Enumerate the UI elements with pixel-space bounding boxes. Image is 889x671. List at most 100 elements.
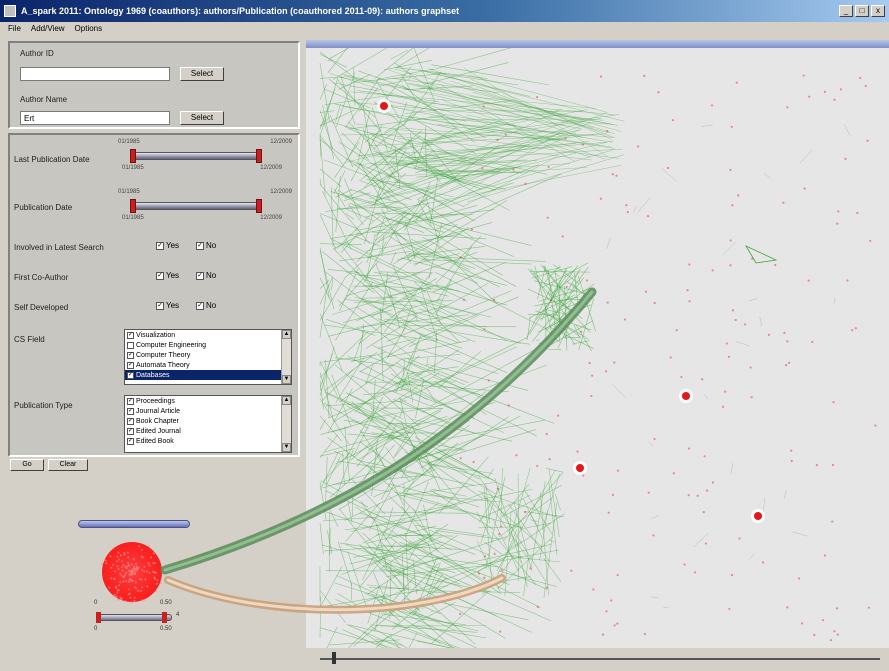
go-button[interactable]: Go [10,459,44,471]
publication-type-item[interactable]: ✓ Journal Article [125,406,291,416]
publication-type-item[interactable]: ✓ Edited Journal [125,426,291,436]
publication-type-item-box[interactable]: ✓ [127,427,134,435]
publication-date-bottom-left: 01/1985 [122,215,144,221]
menu-file[interactable]: File [8,24,21,33]
overview-slider-extra: 4 [176,612,180,618]
app-icon [4,5,16,17]
publication-date-track [130,202,262,210]
publication-date-bottom-right: 12/2009 [260,215,282,221]
publication-type-scrollbar[interactable]: ▲ ▼ [281,396,291,452]
publication-date-min-handle[interactable] [130,199,136,213]
overview-zoom-bar[interactable] [78,520,190,528]
publication-date-range-slider[interactable]: 01/1985 12/2009 01/1985 12/2009 [118,189,292,221]
highlight-node [576,464,584,472]
window-title: A_spark 2011: Ontology 1969 (coauthors):… [21,6,460,16]
highlight-node [380,102,388,110]
publication-type-label: Publication Type [14,401,73,410]
publication-type-item[interactable]: ✓ Book Chapter [125,416,291,426]
overview-slider-max-handle[interactable] [162,612,167,623]
cs-field-item-box[interactable]: ✓ [127,331,134,339]
self-developed-yes-checkbox[interactable]: ✓ Yes [156,301,179,310]
cs-field-item-box[interactable] [127,341,134,349]
last-publication-label: Last Publication Date [14,155,90,164]
first-coauthor-no-box[interactable]: ✓ [196,271,204,280]
publication-type-listbox[interactable]: ✓ Proceedings ✓ Journal Article ✓ Book Chap… [124,395,292,453]
publication-type-item-box[interactable]: ✓ [127,407,134,415]
scroll-down-icon[interactable]: ▼ [282,375,291,384]
last-publication-range-slider[interactable]: 01/1985 12/2009 01/1985 12/2009 [118,139,292,171]
overview-cluster [101,542,162,604]
publication-type-item-box[interactable]: ✓ [127,397,134,405]
cs-field-item-box[interactable]: ✓ [127,371,134,379]
author-id-select-button[interactable]: Select [180,67,224,81]
first-coauthor-yes-checkbox[interactable]: ✓ Yes [156,271,179,280]
cs-field-item-label: Automata Theory [136,361,190,369]
graph-horizontal-scrollbar[interactable] [320,652,880,664]
menu-add-view[interactable]: Add/View [30,24,65,33]
menu-options[interactable]: Options [74,24,103,33]
involved-search-yes-checkbox[interactable]: ✓ Yes [156,241,179,250]
cs-field-item[interactable]: ✓ Visualization [125,330,291,340]
cs-field-scrollbar[interactable]: ▲ ▼ [281,330,291,384]
publication-type-item[interactable]: ✓ Proceedings [125,396,291,406]
overview-slider-min-handle[interactable] [96,612,101,623]
scrollbar-track [320,658,880,660]
first-coauthor-yes-box[interactable]: ✓ [156,271,164,280]
publication-date-label: Publication Date [14,203,73,212]
cs-field-item-box[interactable]: ✓ [127,361,134,369]
overview-slider-left-bottom: 0 [94,626,98,632]
clear-button[interactable]: Clear [48,459,88,471]
graph-canvas[interactable] [306,19,889,671]
publication-type-item-box[interactable]: ✓ [127,417,134,425]
cs-field-item[interactable]: Computer Engineering [125,340,291,350]
publication-date-top-right: 12/2009 [270,189,292,195]
overview-slider-right-top: 0.50 [160,600,172,606]
self-developed-yes-box[interactable]: ✓ [156,301,164,310]
cs-field-item-selected[interactable]: ✓ Databases [125,370,291,380]
canvas-header-strip [306,40,889,48]
minimize-button[interactable]: _ [839,5,853,17]
first-coauthor-no-checkbox[interactable]: ✓ No [196,271,216,280]
author-name-input[interactable] [20,111,170,125]
self-developed-no-checkbox[interactable]: ✓ No [196,301,216,310]
last-publication-max-handle[interactable] [256,149,262,163]
author-id-input[interactable] [20,67,170,81]
cs-field-label: CS Field [14,335,45,344]
first-coauthor-label: First Co-Author [14,273,69,282]
self-developed-label: Self Developed [14,303,69,312]
self-developed-no-label: No [206,301,217,310]
cs-field-item[interactable]: ✓ Computer Theory [125,350,291,360]
highlight-node [754,512,762,520]
last-publication-bottom-right: 12/2009 [260,165,282,171]
network-graph[interactable] [306,19,889,671]
publication-type-item-box[interactable]: ✓ [127,437,134,445]
involved-search-no-checkbox[interactable]: ✓ No [196,241,216,250]
involved-search-no-box[interactable]: ✓ [196,241,204,250]
title-bar: A_spark 2011: Ontology 1969 (coauthors):… [0,0,889,22]
cs-field-item-label: Computer Engineering [136,341,207,349]
involved-search-yes-box[interactable]: ✓ [156,241,164,250]
publication-type-item[interactable]: ✓ Edited Book [125,436,291,446]
cs-field-item-label: Computer Theory [136,351,191,359]
last-publication-min-handle[interactable] [130,149,136,163]
scroll-down-icon[interactable]: ▼ [282,443,291,452]
overview-slider-track [96,614,172,621]
scroll-up-icon[interactable]: ▲ [282,396,291,405]
author-name-label: Author Name [20,95,68,104]
cs-field-listbox[interactable]: ✓ Visualization Computer Engineering ✓ Com… [124,329,292,385]
scrollbar-thumb[interactable] [332,652,336,664]
maximize-button[interactable]: □ [855,5,869,17]
cs-field-item[interactable]: ✓ Automata Theory [125,360,291,370]
highlight-node [682,392,690,400]
author-id-label: Author ID [20,49,54,58]
cs-field-item-box[interactable]: ✓ [127,351,134,359]
overview-slider[interactable] [96,612,172,623]
publication-date-max-handle[interactable] [256,199,262,213]
self-developed-yes-label: Yes [166,301,180,310]
scroll-up-icon[interactable]: ▲ [282,330,291,339]
overview-slider-left-top: 0 [94,600,98,606]
publication-type-item-label: Journal Article [136,407,180,415]
self-developed-no-box[interactable]: ✓ [196,301,204,310]
close-button[interactable]: x [871,5,885,17]
author-name-select-button[interactable]: Select [180,111,224,125]
